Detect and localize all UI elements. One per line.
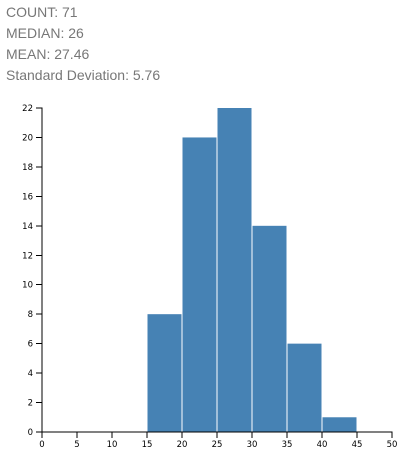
x-tick-label: 0 <box>39 440 44 450</box>
y-tick-label: 2 <box>28 399 33 409</box>
x-tick-label: 20 <box>177 440 188 450</box>
y-tick-label: 8 <box>28 310 33 320</box>
stat-median-value: 26 <box>68 25 84 41</box>
x-tick-label: 5 <box>74 440 79 450</box>
y-axis: 0 2 4 6 8 10 12 14 16 18 20 22 <box>22 104 43 438</box>
x-tick-label: 35 <box>282 440 293 450</box>
y-tick-label: 10 <box>22 281 33 291</box>
stats-panel: COUNT: 71 MEDIAN: 26 MEAN: 27.46 Standar… <box>6 2 160 86</box>
y-tick-label: 0 <box>28 428 33 438</box>
stat-std-dev: Standard Deviation: 5.76 <box>6 65 160 86</box>
stat-count: COUNT: 71 <box>6 2 160 23</box>
y-tick-label: 20 <box>22 133 33 143</box>
y-tick-label: 12 <box>22 251 33 261</box>
stat-mean-value: 27.46 <box>54 46 90 62</box>
stat-median: MEDIAN: 26 <box>6 23 160 44</box>
stat-median-label: MEDIAN: <box>6 25 65 41</box>
stat-std-dev-value: 5.76 <box>132 67 161 83</box>
x-tick-label: 30 <box>247 440 258 450</box>
x-tick-label: 15 <box>142 440 153 450</box>
x-axis: 0 5 10 15 20 25 30 35 40 45 50 <box>39 431 398 450</box>
stat-count-label: COUNT: <box>6 4 59 20</box>
histogram-bar <box>322 417 357 432</box>
y-tick-label: 4 <box>28 369 33 379</box>
histogram-bar <box>287 343 322 432</box>
x-tick-label: 45 <box>352 440 363 450</box>
x-tick-label: 25 <box>212 440 223 450</box>
stat-mean: MEAN: 27.46 <box>6 44 160 65</box>
histogram-bars <box>147 108 357 433</box>
y-tick-label: 18 <box>22 163 33 173</box>
x-tick-label: 50 <box>387 440 398 450</box>
histogram-bar <box>217 108 252 432</box>
histogram-bar <box>252 225 287 432</box>
stat-std-dev-label: Standard Deviation: <box>6 67 129 83</box>
histogram-bar <box>147 314 182 432</box>
y-axis-line <box>36 107 43 433</box>
y-tick-label: 14 <box>22 222 33 232</box>
x-tick-label: 40 <box>317 440 328 450</box>
x-tick-label: 10 <box>107 440 118 450</box>
stat-mean-label: MEAN: <box>6 46 51 62</box>
histogram-bar <box>182 137 217 433</box>
y-tick-label: 16 <box>22 192 33 202</box>
y-tick-label: 22 <box>22 104 33 114</box>
y-tick-label: 6 <box>28 340 33 350</box>
stat-count-value: 71 <box>62 4 78 20</box>
